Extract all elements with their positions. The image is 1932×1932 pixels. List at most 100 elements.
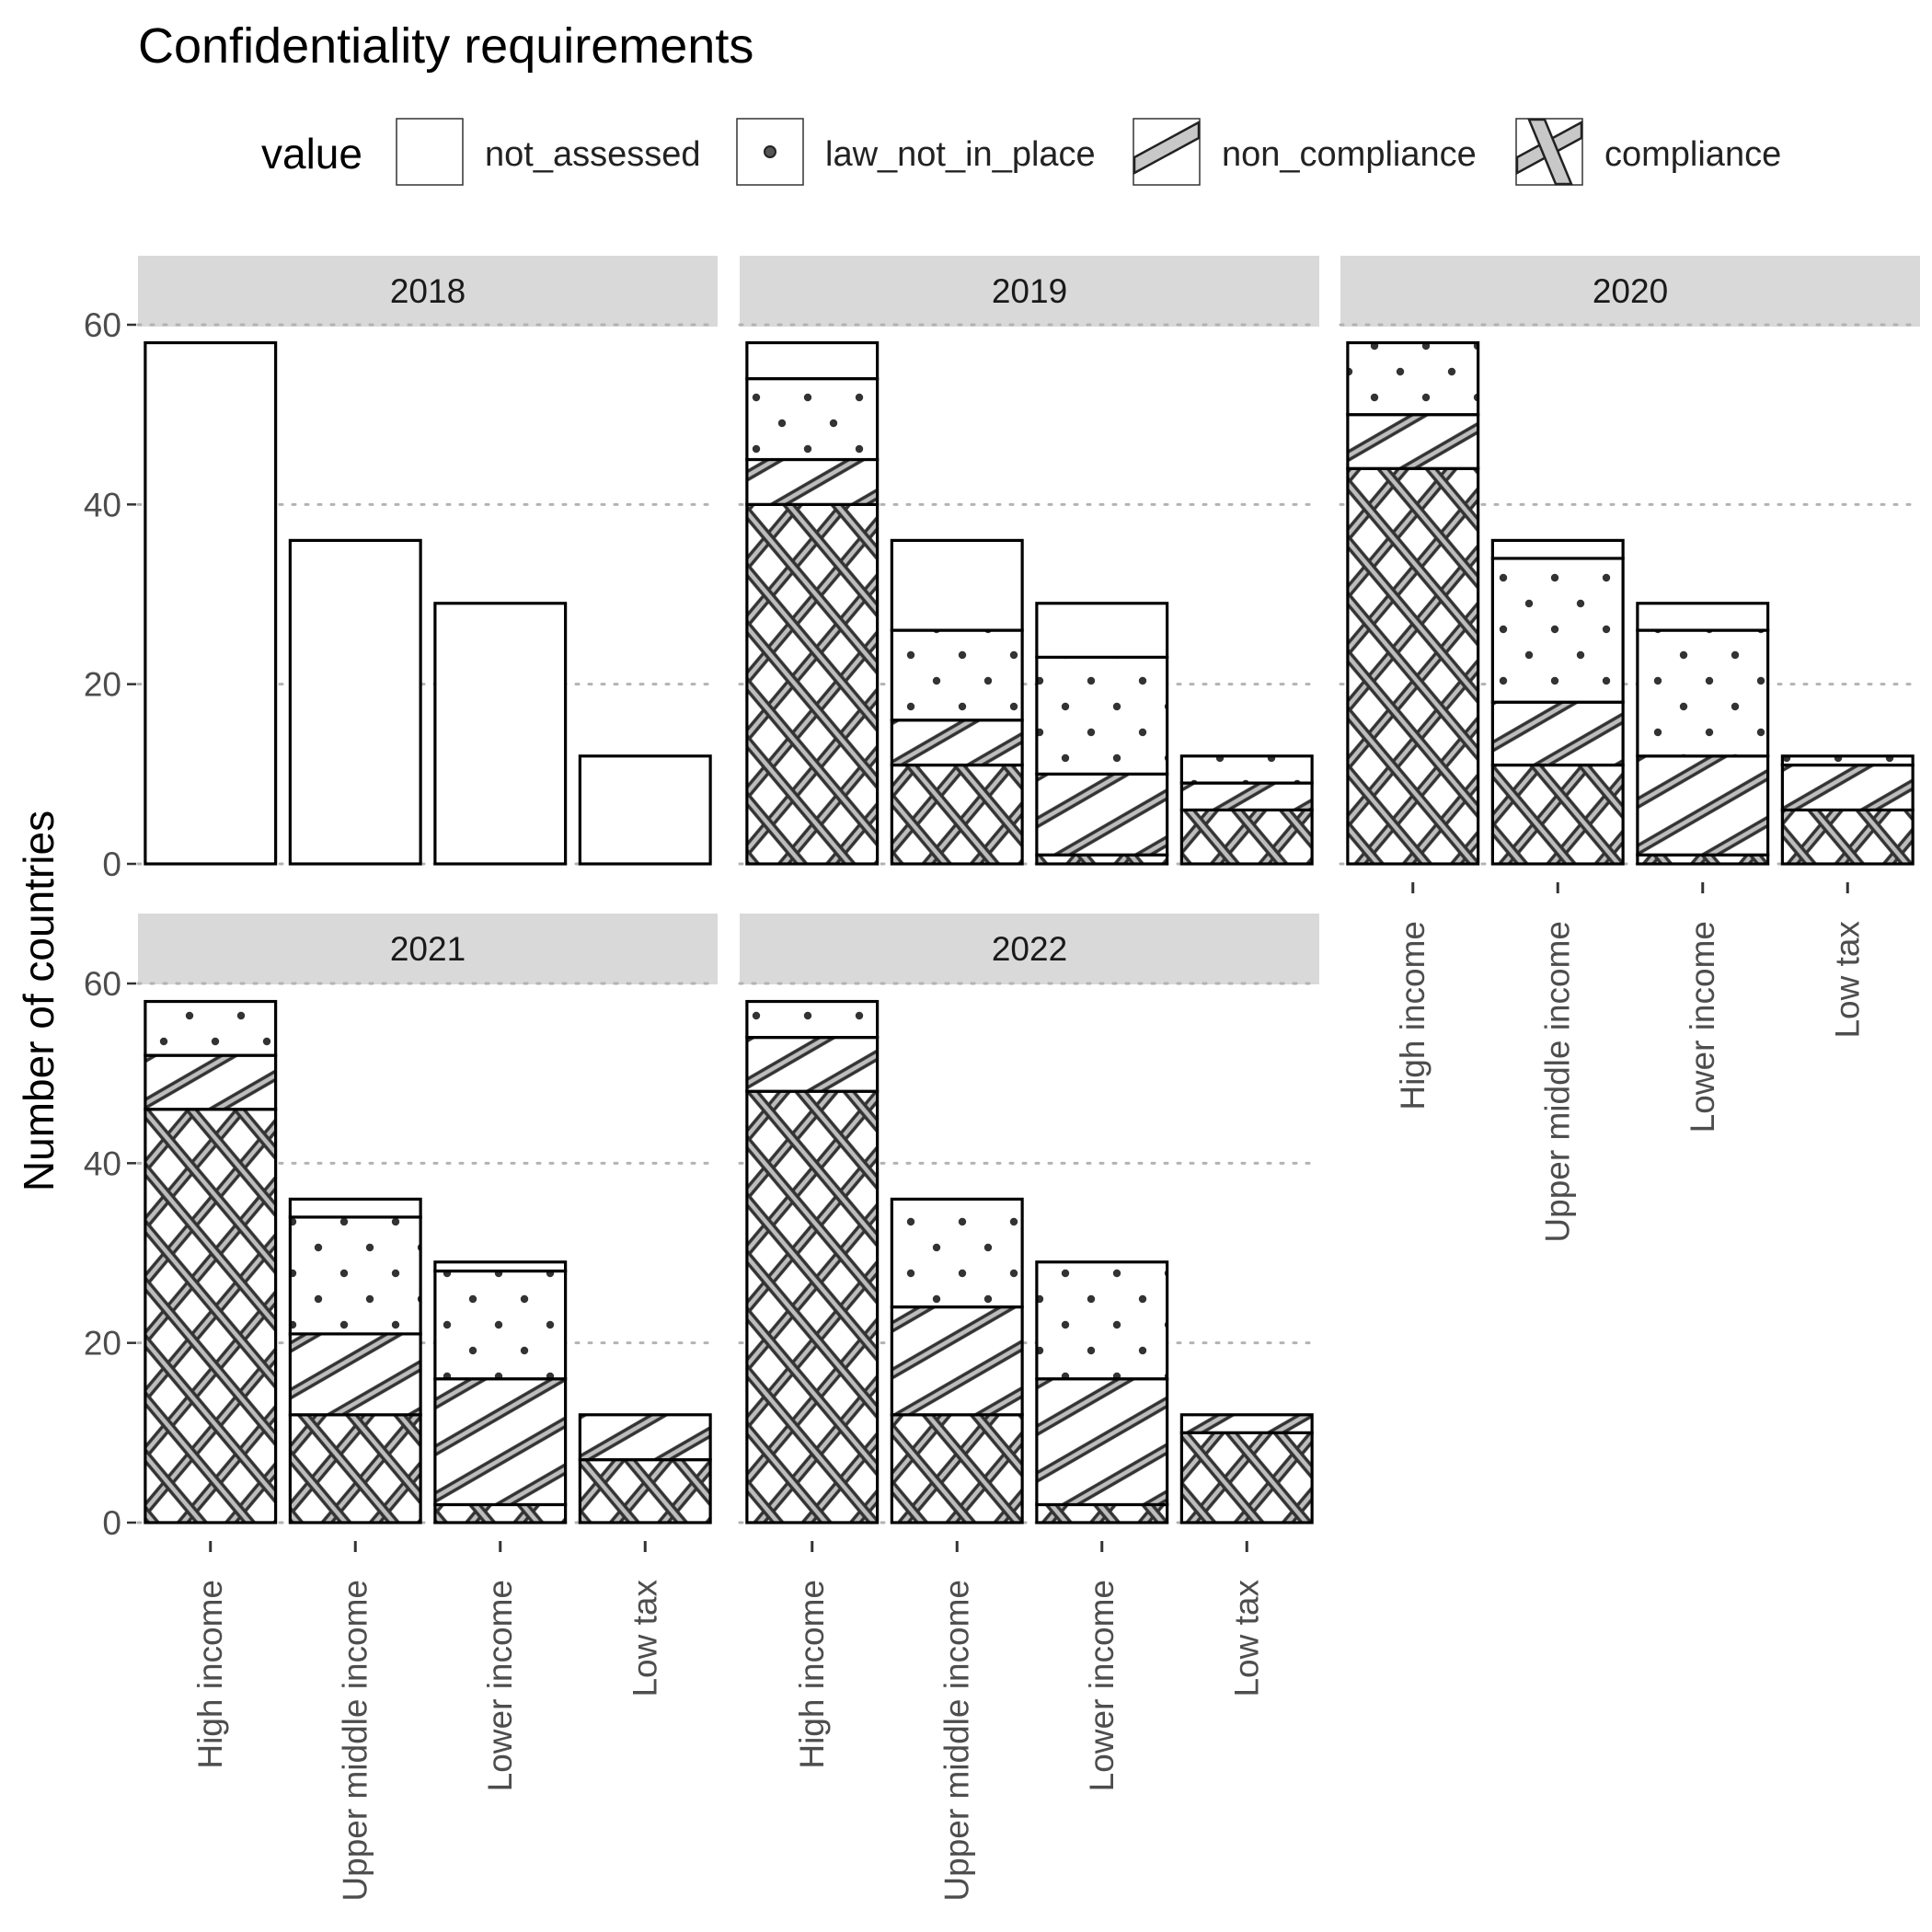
x-tick-label: Upper middle income xyxy=(937,1580,975,1902)
x-tick-label: Upper middle income xyxy=(1538,921,1576,1243)
bar-segment-compliance-fill-2 xyxy=(1782,810,1914,864)
facet-strip xyxy=(1340,256,1920,327)
bar-segment-non-compliance-fill-1 xyxy=(1492,702,1624,765)
bar-high-income-law-not-in-place xyxy=(1346,340,1480,417)
bar-segment-compliance-fill-2 xyxy=(1181,810,1313,864)
bar-segment-non-compliance-fill-1 xyxy=(580,1414,711,1460)
bar-low-tax-non-compliance xyxy=(578,1413,712,1462)
bar-segment-compliance-fill-2 xyxy=(746,504,878,864)
y-tick-label: 40 xyxy=(84,1144,121,1182)
bar-upper-middle-income-law-not-in-place xyxy=(890,1197,1024,1309)
y-tick-label: 40 xyxy=(84,486,121,523)
bar-segment-not-assessed xyxy=(891,540,1023,631)
bar-segment-compliance-fill-2 xyxy=(434,1504,566,1523)
x-tick-label: Lower income xyxy=(1083,1580,1121,1791)
facet-strip xyxy=(138,914,718,984)
bar-upper-middle-income-not-assessed xyxy=(1490,538,1625,560)
legend-key-law-not-in-place-dot xyxy=(764,145,776,158)
facet-strip-label: 2021 xyxy=(390,930,466,968)
bar-segment-non-compliance-fill-1 xyxy=(1347,414,1478,469)
bar-segment-law-not-in-place-fill-1 xyxy=(746,1001,878,1038)
bar-low-tax-law-not-in-place xyxy=(1179,754,1314,785)
legend-label-law-not-in-place: law_not_in_place xyxy=(825,135,1096,174)
chart-title: Confidentiality requirements xyxy=(138,18,753,74)
facet-strip-label: 2019 xyxy=(992,272,1067,310)
bar-lower-income-law-not-in-place xyxy=(1035,1260,1169,1381)
bar-segment-not-assessed xyxy=(434,603,566,864)
facet-panels: 2018 0 20 40 60 2019 2020 High income Upper midd… xyxy=(84,256,1922,1902)
bar-segment-law-not-in-place-fill-1 xyxy=(1036,1261,1167,1379)
bar-segment-law-not-in-place-fill-1 xyxy=(891,630,1023,720)
bar-segment-compliance-fill-2 xyxy=(290,1414,421,1523)
bar-segment-not-assessed xyxy=(434,1261,566,1271)
bar-segment-compliance-fill-2 xyxy=(1492,765,1624,864)
bar-lower-income-not-assessed xyxy=(433,1260,568,1273)
x-tick-label: High income xyxy=(793,1580,831,1769)
x-tick-label: Low tax xyxy=(1828,921,1866,1039)
bar-segment-compliance-fill-2 xyxy=(891,1414,1023,1523)
bar-segment-law-not-in-place-fill-1 xyxy=(891,1199,1023,1307)
bar-lower-income-not-assessed xyxy=(1636,602,1770,632)
y-tick-label: 20 xyxy=(84,666,121,704)
bar-segment-non-compliance-fill-1 xyxy=(746,1037,878,1092)
facet-strip-label: 2022 xyxy=(992,930,1067,968)
bar-segment-non-compliance-fill-1 xyxy=(746,459,878,505)
bar-segment-not-assessed xyxy=(144,342,276,864)
bar-segment-law-not-in-place-fill-1 xyxy=(144,1001,276,1056)
facet-strip xyxy=(740,256,1319,327)
y-tick-label: 0 xyxy=(102,845,121,883)
bar-upper-middle-income-not-assessed xyxy=(288,538,422,866)
legend-label-non-compliance: non_compliance xyxy=(1222,135,1477,174)
bar-segment-not-assessed xyxy=(1036,603,1167,658)
facet-strip-label: 2018 xyxy=(390,272,466,310)
legend-label-compliance: compliance xyxy=(1604,135,1781,174)
panel-2020: 2020 High income Upper middle income Lower … xyxy=(1339,256,1922,1243)
x-tick-label: High income xyxy=(1394,921,1432,1110)
bar-segment-law-not-in-place-fill-1 xyxy=(1782,755,1914,765)
y-tick-label: 20 xyxy=(84,1325,121,1363)
bar-segment-compliance-fill-2 xyxy=(1036,1504,1167,1523)
legend-key-non-compliance-stripe xyxy=(1133,120,1201,176)
bar-segment-compliance-fill-2 xyxy=(1637,855,1768,864)
bar-segment-law-not-in-place-fill-1 xyxy=(746,378,878,460)
bar-high-income-law-not-in-place xyxy=(745,999,880,1040)
bar-high-income-not-assessed xyxy=(144,340,278,866)
y-tick-label: 60 xyxy=(84,306,121,344)
y-tick-label: 0 xyxy=(102,1504,121,1542)
bar-lower-income-not-assessed xyxy=(1035,602,1169,659)
bar-segment-not-assessed xyxy=(746,342,878,379)
bar-segment-compliance-fill-2 xyxy=(1181,1432,1313,1523)
bar-low-tax-not-assessed xyxy=(578,754,712,866)
x-tick-label: Low tax xyxy=(1227,1580,1265,1697)
y-axis-label: Number of countries xyxy=(15,811,63,1191)
x-tick-label: Upper middle income xyxy=(336,1580,374,1902)
bar-segment-law-not-in-place-fill-1 xyxy=(1181,755,1313,784)
bar-segment-not-assessed xyxy=(290,540,421,864)
bar-segment-not-assessed xyxy=(1637,603,1768,631)
bar-segment-not-assessed xyxy=(1492,540,1624,558)
legend-label-not-assessed: not_assessed xyxy=(485,135,701,174)
bar-segment-non-compliance-fill-1 xyxy=(1036,1378,1167,1505)
bar-segment-compliance-fill-2 xyxy=(746,1091,878,1523)
panel-2021: 2021 0 20 40 60 High income Upper middle incom… xyxy=(84,914,719,1902)
facet-strip xyxy=(138,256,718,327)
legend-title: value xyxy=(261,130,362,178)
bar-upper-middle-income-not-assessed xyxy=(890,538,1024,632)
bar-segment-non-compliance-fill-1 xyxy=(1637,755,1768,856)
bar-segment-non-compliance-fill-1 xyxy=(891,1306,1023,1415)
bar-segment-non-compliance-fill-1 xyxy=(290,1333,421,1415)
bar-segment-non-compliance-fill-1 xyxy=(1181,1414,1313,1433)
bar-segment-compliance-fill-2 xyxy=(1036,855,1167,864)
facet-strip xyxy=(740,914,1319,984)
facet-strip-label: 2020 xyxy=(1593,272,1668,310)
bar-segment-non-compliance-fill-1 xyxy=(434,1378,566,1505)
x-tick-label: Lower income xyxy=(481,1580,519,1791)
bar-segment-law-not-in-place-fill-1 xyxy=(434,1271,566,1379)
bar-segment-compliance-fill-2 xyxy=(891,765,1023,864)
legend: value not_assessed law_not_in_place non_… xyxy=(261,118,1781,186)
bar-segment-non-compliance-fill-1 xyxy=(1782,765,1914,811)
panel-2018: 2018 0 20 40 60 xyxy=(84,256,719,883)
bar-segment-law-not-in-place-fill-1 xyxy=(1036,657,1167,775)
legend-key-compliance-stripe-b xyxy=(1527,118,1573,186)
